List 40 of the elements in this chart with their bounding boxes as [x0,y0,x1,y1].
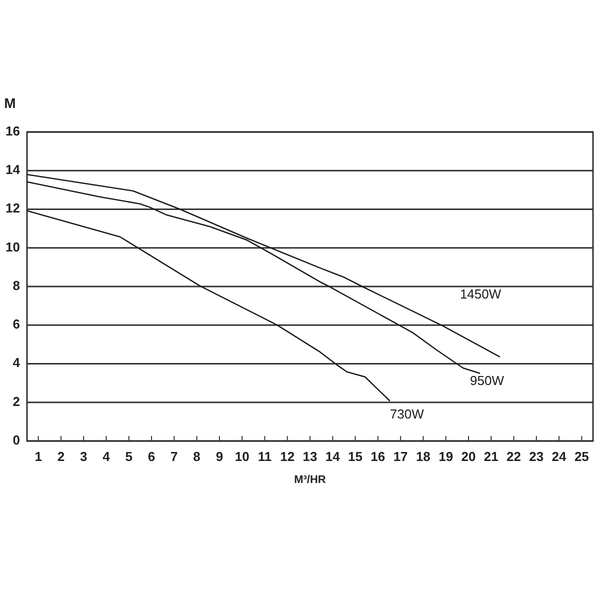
x-tick-label: 10 [234,449,250,464]
line-series [26,210,391,402]
x-tick-label: 23 [529,449,544,464]
series-label: 950W [470,372,505,388]
x-tick-label: 4 [102,449,111,464]
series-label: 730W [390,406,425,422]
x-tick-label: 24 [552,449,568,464]
y-tick-label: 12 [6,200,20,216]
y-tick-label: 0 [12,432,20,448]
x-tick-label: 6 [148,449,156,464]
x-tick-label: 15 [348,449,363,464]
text: 1450W [460,286,502,302]
y-tick-label: 4 [12,355,21,370]
x-tick-label: 11 [258,449,272,464]
x-tick-label: 7 [170,449,178,464]
x-tick-label: 14 [325,449,341,464]
x-tick-label: 21 [484,449,498,464]
x-tick-label: 22 [506,449,521,464]
x-tick-label: 25 [574,449,589,464]
x-tick-label: 12 [280,449,295,464]
x-tick-label: 20 [461,449,476,464]
y-axis-title: M [4,95,16,111]
x-tick-label: 1 [34,449,42,464]
x-tick-label: 2 [57,449,65,464]
x-tick-label: 17 [393,449,408,464]
y-tick-label: 10 [6,239,20,254]
x-tick-label: 13 [302,449,318,464]
x-tick-label: 19 [438,449,454,464]
x-tick-label: 5 [125,449,132,464]
y-tick-label: 2 [12,394,20,409]
x-tick-label: 9 [216,449,224,464]
x-tick-label: 18 [416,449,430,464]
y-tick-label: 16 [6,123,20,138]
x-tick-label: 8 [193,449,200,464]
x-tick-label: 16 [370,449,386,464]
y-tick-label: 6 [12,316,20,332]
x-axis-title: M³/HR [294,474,326,486]
y-tick-label: 8 [12,278,20,293]
y-tick-label: 14 [6,162,21,178]
x-tick-label: 3 [80,449,88,464]
